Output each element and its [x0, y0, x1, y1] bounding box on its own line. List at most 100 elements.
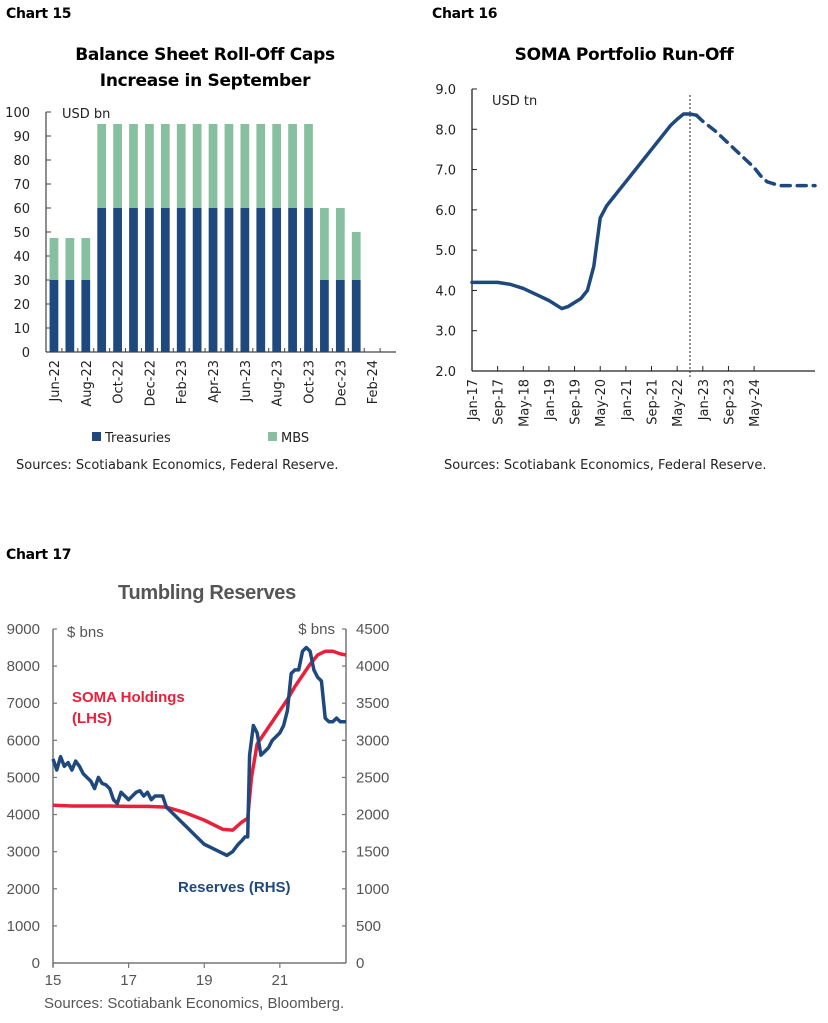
x-tick-label: 17	[120, 972, 137, 989]
x-tick-label: May-18	[517, 379, 532, 427]
y-tick-label: 20	[13, 298, 30, 313]
left-y-tick-label: 2000	[7, 881, 40, 898]
right-y-tick-label: 3500	[356, 695, 389, 712]
bar-mbs	[256, 124, 266, 208]
bar-treasuries	[192, 208, 202, 352]
right-y-tick-label: 4000	[356, 658, 389, 675]
x-tick-label: Dec-22	[143, 360, 158, 406]
x-tick-label: Jan-23	[697, 379, 712, 421]
y-tick-label: 30	[13, 274, 30, 289]
bar-mbs	[288, 124, 297, 208]
bar-mbs	[81, 238, 91, 280]
bar-treasuries	[65, 280, 75, 352]
bar-treasuries	[49, 280, 59, 352]
chart-16-title: SOMA Portfolio Run-Off	[514, 45, 734, 65]
bar-treasuries	[176, 208, 186, 352]
series-line-reserves	[51, 645, 346, 858]
legend-label-mbs: MBS	[281, 431, 309, 446]
left-unit-label: $ bns	[67, 624, 104, 641]
bar-treasuries	[320, 280, 329, 352]
bar-mbs	[304, 124, 313, 208]
chart-17-title: Tumbling Reserves	[118, 582, 296, 604]
bar-mbs	[224, 124, 234, 208]
left-y-tick-label: 4000	[7, 807, 40, 824]
bar-mbs	[240, 124, 250, 208]
right-y-tick-label: 2500	[356, 769, 389, 786]
bar-treasuries	[272, 208, 282, 352]
bar-treasuries	[145, 208, 154, 352]
bar-treasuries	[224, 208, 234, 352]
chart-15-panel: Balance Sheet Roll-Off Caps Increase in …	[0, 34, 410, 484]
x-tick-label: Aug-23	[271, 360, 286, 407]
x-tick-label: 21	[271, 972, 288, 989]
right-y-tick-label: 500	[356, 918, 381, 935]
right-y-tick-label: 4500	[356, 621, 389, 638]
legend-swatch-mbs	[268, 432, 277, 441]
y-tick-label: 10	[13, 322, 30, 337]
right-y-tick-label: 0	[356, 955, 364, 972]
left-y-tick-label: 3000	[7, 844, 40, 861]
legend-swatch-treasuries	[92, 432, 101, 441]
x-tick-label: Jan-19	[543, 379, 558, 421]
y-tick-label: 50	[13, 226, 30, 241]
chart-15-title-line-2: Increase in September	[99, 71, 311, 91]
chart-16-panel: SOMA Portfolio Run-Off 2.0 3.0 4.0 5.0 6.0 7.…	[420, 34, 828, 484]
bar-treasuries	[97, 208, 107, 352]
y-tick-label: 100	[5, 106, 30, 121]
left-y-tick-label: 6000	[7, 732, 40, 749]
series-line-actual	[470, 112, 699, 311]
chart-15-title-line-1: Balance Sheet Roll-Off Caps	[75, 45, 335, 65]
chart-15-title: Balance Sheet Roll-Off Caps Increase in …	[0, 42, 410, 94]
y-tick-label: 3.0	[435, 325, 456, 340]
x-tick-label: Jun-22	[48, 360, 63, 403]
chart-16-label: Chart 16	[432, 6, 498, 22]
right-y-tick-label: 1500	[356, 844, 389, 861]
left-y-tick-label: 9000	[7, 621, 40, 638]
x-tick-label: May-22	[671, 379, 686, 427]
right-y-tick-label: 1000	[356, 881, 389, 898]
x-tick-label: Apr-23	[207, 360, 222, 403]
y-tick-label: 2.0	[435, 365, 456, 380]
y-tick-label: 9.0	[435, 83, 456, 98]
bar-mbs	[335, 208, 345, 280]
x-tick-label: Sep-23	[722, 379, 737, 425]
x-tick-label: Jun-23	[239, 360, 254, 403]
left-y-tick-label: 1000	[7, 918, 40, 935]
y-tick-label: 60	[13, 202, 30, 217]
bar-treasuries	[351, 280, 361, 352]
bar-mbs	[145, 124, 154, 208]
y-tick-label: 5.0	[435, 244, 456, 259]
bar-mbs	[97, 124, 107, 208]
chart-15-source: Sources: Scotiabank Economics, Federal R…	[16, 458, 339, 473]
bar-mbs	[272, 124, 282, 208]
x-tick-label: Oct-22	[112, 360, 127, 404]
left-y-tick-label: 0	[32, 955, 40, 972]
y-tick-label: 6.0	[435, 204, 456, 219]
x-tick-label: May-24	[748, 379, 763, 427]
y-tick-label: 70	[13, 178, 30, 193]
x-tick-label: Aug-22	[80, 360, 95, 407]
series-line-projected	[694, 113, 817, 188]
unit-label: USD tn	[492, 94, 537, 109]
bar-treasuries	[113, 208, 122, 352]
y-tick-label: 90	[13, 130, 30, 145]
annotation-soma-line-2: (LHS)	[72, 710, 112, 727]
x-tick-label: Feb-24	[366, 360, 381, 404]
y-tick-label: 7.0	[435, 164, 456, 179]
x-tick-label: May-20	[594, 379, 609, 427]
x-tick-label: Oct-23	[303, 360, 318, 404]
y-tick-label: 40	[13, 250, 30, 265]
left-y-tick-label: 5000	[7, 769, 40, 786]
bar-mbs	[192, 124, 202, 208]
bar-mbs	[176, 124, 186, 208]
x-tick-label: Jan-21	[620, 379, 635, 421]
chart-17-panel: Tumbling Reserves 0 1000 2000 3000 4000 5000 6…	[0, 574, 410, 1023]
bar-mbs	[160, 124, 170, 208]
right-unit-label: $ bns	[298, 621, 335, 638]
bar-mbs	[208, 124, 218, 208]
chart-15-plot: 0 10 20 30 40 50 60 70 80 90 100 USD bn Jun-22 Aug-22…	[5, 106, 396, 446]
left-y-tick-label: 7000	[7, 695, 40, 712]
bar-treasuries	[256, 208, 266, 352]
bar-mbs	[129, 124, 138, 208]
chart-15-label: Chart 15	[6, 6, 72, 22]
